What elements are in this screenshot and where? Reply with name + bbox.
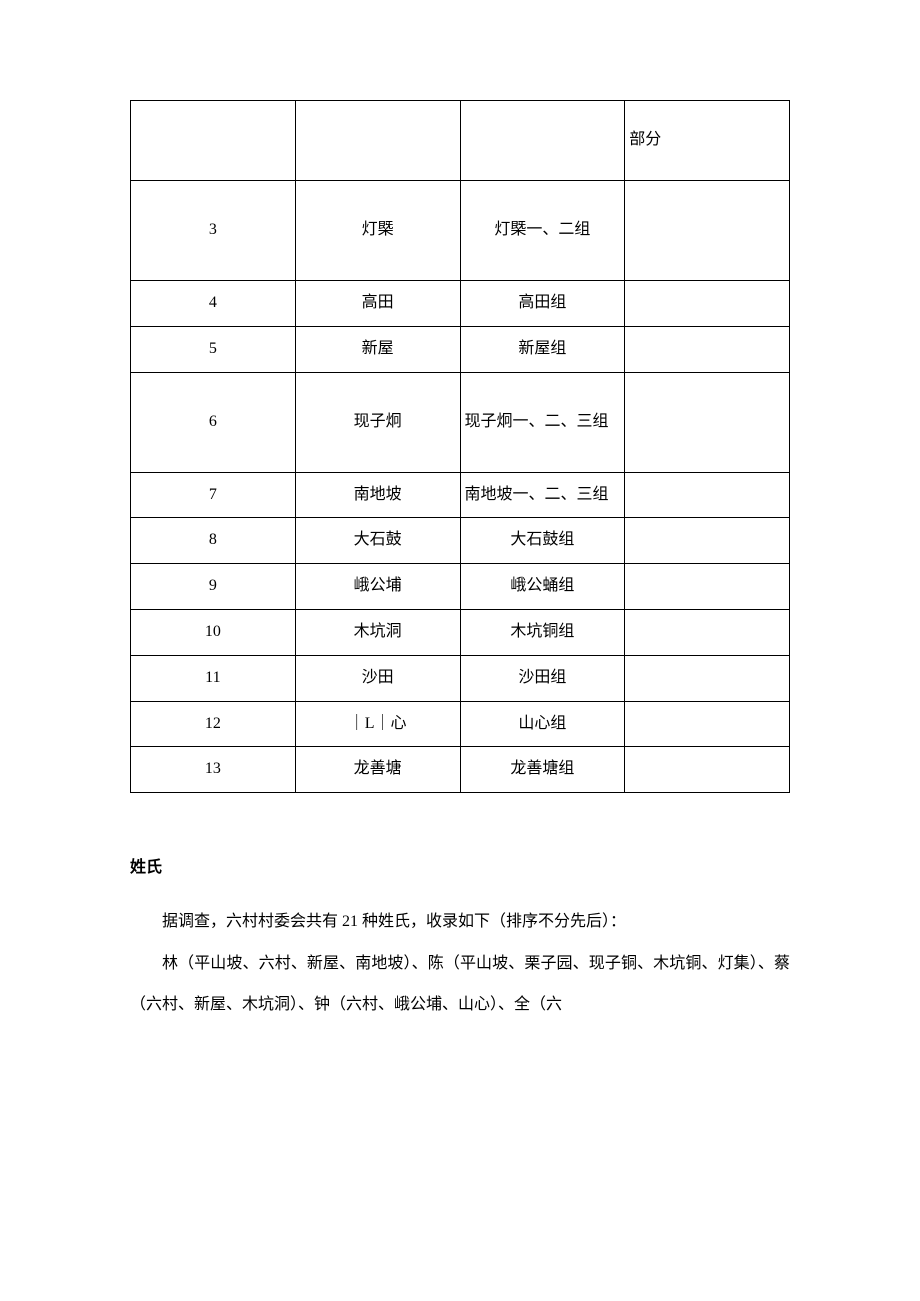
table-row: 8大石鼓大石鼓组 [131,518,790,564]
row-number: 7 [131,472,296,518]
table-row: 10木坑洞木坑铜组 [131,609,790,655]
group-name: 山心组 [460,701,625,747]
group-name: 峨公蛹组 [460,564,625,610]
note: 部分 [625,101,790,181]
row-number: 6 [131,372,296,472]
row-number: 5 [131,326,296,372]
group-name: 南地坡一、二、三组 [460,472,625,518]
table-row: 13龙善塘龙善塘组 [131,747,790,793]
row-number [131,101,296,181]
note [625,655,790,701]
row-number: 10 [131,609,296,655]
row-number: 9 [131,564,296,610]
note [625,747,790,793]
table-row: 4高田高田组 [131,281,790,327]
village-name: 沙田 [295,655,460,701]
note [625,701,790,747]
village-name: 新屋 [295,326,460,372]
table-row: 11沙田沙田组 [131,655,790,701]
table-row: 6现子炯现子炯一、二、三组 [131,372,790,472]
note [625,518,790,564]
group-name: 新屋组 [460,326,625,372]
group-name: 沙田组 [460,655,625,701]
group-name: 大石鼓组 [460,518,625,564]
village-name [295,101,460,181]
note [625,281,790,327]
table-row: 7南地坡南地坡一、二、三组 [131,472,790,518]
row-number: 13 [131,747,296,793]
intro-paragraph: 据调查，六村村委会共有 21 种姓氏，收录如下（排序不分先后）： [130,901,790,943]
village-name: 南地坡 [295,472,460,518]
group-name: 现子炯一、二、三组 [460,372,625,472]
group-name: 高田组 [460,281,625,327]
village-table: 部分3灯槩灯槩一、二组4高田高田组5新屋新屋组6现子炯现子炯一、二、三组7南地坡… [130,100,790,793]
row-number: 12 [131,701,296,747]
table-row: 12｜L｜心山心组 [131,701,790,747]
row-number: 11 [131,655,296,701]
village-name: ｜L｜心 [295,701,460,747]
village-name: 高田 [295,281,460,327]
note [625,372,790,472]
table-row: 部分 [131,101,790,181]
surname-paragraph: 林（平山坡、六村、新屋、南地坡）、陈（平山坡、栗子园、现子铜、木坑铜、灯集）、蔡… [130,943,790,1026]
table-row: 9峨公埔峨公蛹组 [131,564,790,610]
table-row: 3灯槩灯槩一、二组 [131,181,790,281]
row-number: 3 [131,181,296,281]
village-name: 大石鼓 [295,518,460,564]
note [625,181,790,281]
group-name [460,101,625,181]
village-name: 龙善塘 [295,747,460,793]
village-name: 现子炯 [295,372,460,472]
note [625,472,790,518]
village-name: 木坑洞 [295,609,460,655]
note [625,564,790,610]
group-name: 龙善塘组 [460,747,625,793]
note [625,326,790,372]
row-number: 4 [131,281,296,327]
note [625,609,790,655]
group-name: 灯槩一、二组 [460,181,625,281]
village-name: 峨公埔 [295,564,460,610]
village-name: 灯槩 [295,181,460,281]
section-title: 姓氏 [130,853,790,877]
group-name: 木坑铜组 [460,609,625,655]
row-number: 8 [131,518,296,564]
table-row: 5新屋新屋组 [131,326,790,372]
